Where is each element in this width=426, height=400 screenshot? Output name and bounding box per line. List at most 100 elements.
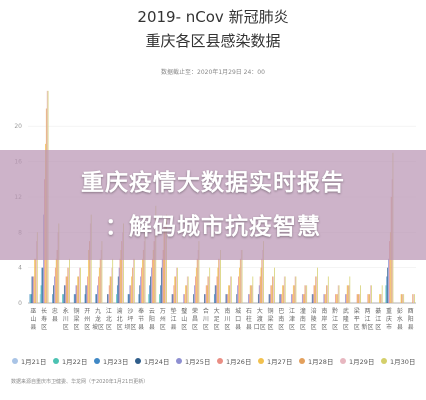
bar (381, 285, 383, 303)
x-tick-label: 区 (73, 324, 79, 331)
x-tick-label: 南 (321, 307, 327, 315)
chart-subtitle: 重庆各区县感染数据 (145, 32, 281, 50)
x-tick-label: 重 (386, 307, 392, 315)
bar (186, 285, 187, 303)
bar (284, 276, 286, 303)
bar (88, 249, 89, 303)
bar (41, 267, 43, 303)
bar (183, 294, 185, 303)
bar (142, 258, 143, 303)
legend-item: 1月27日 (258, 356, 292, 366)
x-tick-label: 州 (160, 316, 166, 323)
bar (306, 285, 308, 303)
bar (33, 276, 35, 303)
bar (367, 294, 369, 303)
x-tick-label: 大 (257, 307, 263, 315)
bar (349, 276, 351, 303)
bar (311, 294, 313, 303)
bar (317, 267, 318, 303)
bar (402, 294, 404, 303)
bar (236, 294, 238, 303)
bar (292, 285, 294, 303)
bar (345, 294, 346, 303)
x-tick-label: 区 (321, 324, 327, 331)
bar (282, 285, 283, 303)
bar (160, 267, 162, 303)
x-tick-label: 区 (311, 324, 317, 331)
bar (271, 285, 273, 303)
x-tick-label: 北 (106, 315, 112, 323)
bar (259, 276, 261, 303)
bar (112, 258, 114, 303)
legend-swatch (217, 358, 223, 364)
bar (380, 294, 382, 303)
bar (148, 294, 150, 303)
bar (261, 258, 263, 303)
bar (249, 285, 251, 303)
bar (29, 294, 30, 303)
x-tick-label: 区 (84, 324, 90, 331)
bar (35, 258, 36, 303)
x-tick-label: 区 (41, 324, 47, 331)
bar (313, 285, 315, 303)
bar (400, 294, 402, 303)
x-tick-label: 隆 (343, 315, 349, 323)
bar (130, 285, 132, 303)
bar (129, 285, 131, 303)
bar (151, 258, 153, 303)
bar (131, 276, 133, 303)
x-tick-label: 水 (397, 315, 403, 323)
x-tick-label: 口区 (254, 324, 266, 331)
x-tick-label: 区 (267, 324, 273, 331)
bar (348, 285, 350, 303)
bar (204, 294, 205, 303)
bar (154, 223, 156, 303)
bar (54, 276, 55, 303)
bar (120, 249, 122, 303)
legend-swatch (176, 358, 182, 364)
bar (209, 267, 211, 303)
bar (141, 267, 142, 303)
x-tick-label: 渡 (257, 315, 263, 323)
bar (55, 258, 57, 303)
bar (230, 276, 232, 303)
bar (116, 294, 117, 303)
bar (161, 258, 163, 303)
x-tick-label: 两 (364, 308, 370, 315)
x-tick-label: 足 (214, 316, 220, 323)
bar (389, 232, 391, 303)
bar (293, 285, 295, 303)
bar (325, 294, 327, 303)
bar (337, 285, 339, 303)
x-tick-label: 綦 (375, 307, 381, 315)
bar (389, 241, 390, 303)
bar (96, 294, 98, 303)
bar (356, 294, 358, 303)
legend-swatch (135, 358, 141, 364)
bar (138, 294, 140, 303)
x-tick-label: 永 (63, 307, 69, 315)
bar (250, 285, 252, 303)
bar (301, 294, 303, 303)
bar (272, 276, 274, 303)
bar (69, 258, 70, 303)
bar (228, 285, 230, 303)
bar (152, 249, 154, 303)
bar (171, 294, 173, 303)
bar (230, 276, 231, 303)
x-tick-label: 江 (106, 308, 112, 315)
bar (371, 285, 372, 303)
bar (260, 267, 262, 303)
bar (42, 267, 44, 303)
bar (412, 294, 414, 303)
bar (252, 276, 254, 303)
x-tick-label: 南 (278, 315, 284, 323)
bar (336, 294, 338, 303)
bar (89, 241, 90, 303)
x-tick-label: 津 (289, 316, 295, 323)
x-tick-label: 石 (246, 308, 252, 315)
bar (195, 267, 197, 303)
x-tick-label: 黔 (332, 307, 338, 315)
